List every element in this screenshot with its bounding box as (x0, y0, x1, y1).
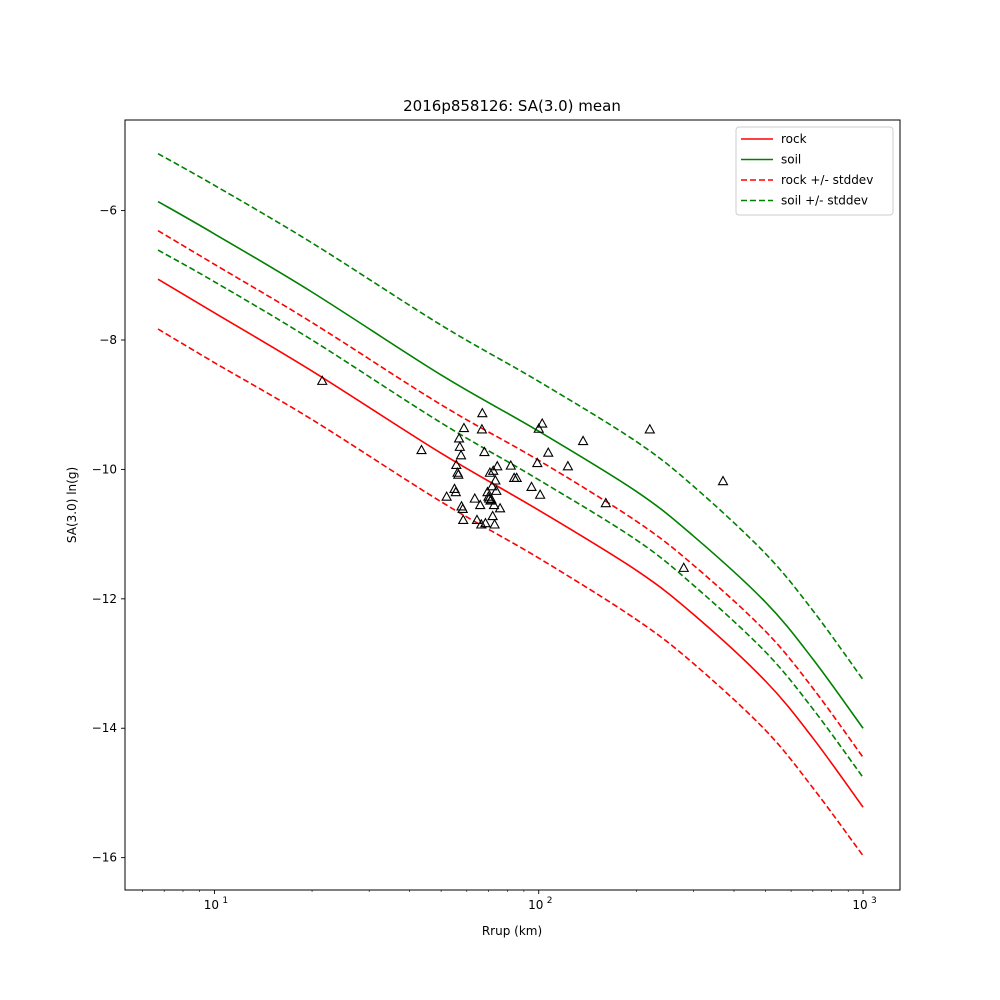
observation-point-47 (562, 460, 574, 471)
x-tick-label-exponent: 3 (871, 896, 877, 906)
series-line-rock-stddev-3 (157, 328, 864, 857)
observation-point-41 (526, 481, 537, 492)
observation-point-18 (475, 518, 487, 529)
observation-point-15 (469, 492, 481, 503)
x-tick-label-exponent: 2 (547, 896, 553, 906)
observation-point-23 (482, 486, 493, 497)
observation-point-37 (494, 502, 506, 513)
observation-point-5 (450, 459, 462, 470)
legend-label: rock +/- stddev (781, 173, 873, 187)
observation-point-1 (416, 444, 427, 455)
observation-point-7 (452, 468, 464, 479)
series-line-rock-stddev-2 (157, 229, 864, 758)
observation-point-33 (489, 518, 501, 529)
y-tick-label: −10 (92, 462, 117, 476)
observation-point-48 (577, 435, 589, 446)
legend-label: soil (781, 153, 801, 167)
observation-point-43 (533, 423, 545, 433)
y-tick-label: −6 (99, 204, 117, 218)
observation-point-46 (542, 446, 554, 457)
observation-point-32 (488, 499, 500, 510)
observation-point-10 (455, 449, 467, 460)
y-axis: −6 −8 −10 −12 −14 −16 (92, 204, 125, 865)
observation-point-42 (531, 457, 543, 468)
x-axis: 10 1 10 2 10 3 (142, 890, 877, 912)
observation-point-14 (458, 422, 470, 433)
x-tick-label: 10 (204, 898, 219, 912)
series-line-soil-stddev-5 (157, 249, 864, 778)
observation-point-51 (678, 562, 690, 572)
observation-point-38 (505, 459, 517, 470)
y-tick-label: −14 (92, 721, 117, 735)
x-axis-label: Rrup (km) (482, 924, 542, 938)
observation-point-40 (511, 472, 523, 482)
observation-point-52 (717, 475, 729, 486)
observation-point-45 (536, 417, 548, 428)
y-axis-label: SA(3.0) ln(g) (65, 467, 79, 543)
observation-point-26 (484, 467, 496, 477)
observation-point-8 (453, 432, 465, 443)
y-tick-label: −8 (99, 333, 117, 347)
observation-point-49 (600, 497, 612, 508)
observation-point-2 (441, 490, 453, 501)
observation-point-9 (454, 441, 466, 451)
x-tick-label: 10 (528, 898, 543, 912)
series-layer (157, 152, 864, 857)
observation-point-4 (450, 486, 462, 497)
observation-point-30 (487, 510, 499, 521)
x-tick-label-exponent: 1 (222, 896, 228, 906)
observation-point-17 (474, 499, 486, 510)
plot-area: 10 1 10 2 10 3 −6−8−10−12−14−16 (92, 119, 901, 912)
chart-title: 2016p858126: SA(3.0) mean (403, 97, 621, 115)
observation-point-34 (489, 474, 501, 485)
observation-point-20 (476, 407, 488, 418)
x-tick-label: 10 (852, 898, 867, 912)
observation-point-21 (478, 446, 490, 457)
observation-point-29 (486, 480, 498, 491)
observation-point-35 (490, 485, 502, 495)
observation-point-22 (480, 517, 491, 528)
legend: rock soil rock +/- stddev soil +/- stddev (735, 126, 894, 216)
y-tick-label: −12 (92, 592, 117, 606)
observation-point-44 (534, 489, 546, 499)
legend-label: rock (781, 132, 807, 146)
legend-box (735, 126, 894, 216)
observation-point-19 (476, 423, 488, 434)
series-line-soil-1 (157, 200, 864, 729)
series-line-rock-0 (157, 278, 864, 808)
y-tick-label: −16 (92, 851, 117, 865)
observation-point-13 (457, 514, 469, 525)
observation-point-28 (485, 493, 497, 504)
legend-label: soil +/- stddev (781, 194, 868, 208)
plot-frame (124, 119, 901, 891)
observation-point-12 (457, 503, 469, 514)
observations-layer (316, 375, 729, 572)
observation-point-36 (491, 460, 503, 471)
series-line-soil-stddev-4 (157, 152, 864, 681)
observation-point-50 (644, 423, 656, 434)
observation-point-16 (471, 514, 483, 525)
observation-point-0 (316, 375, 328, 385)
